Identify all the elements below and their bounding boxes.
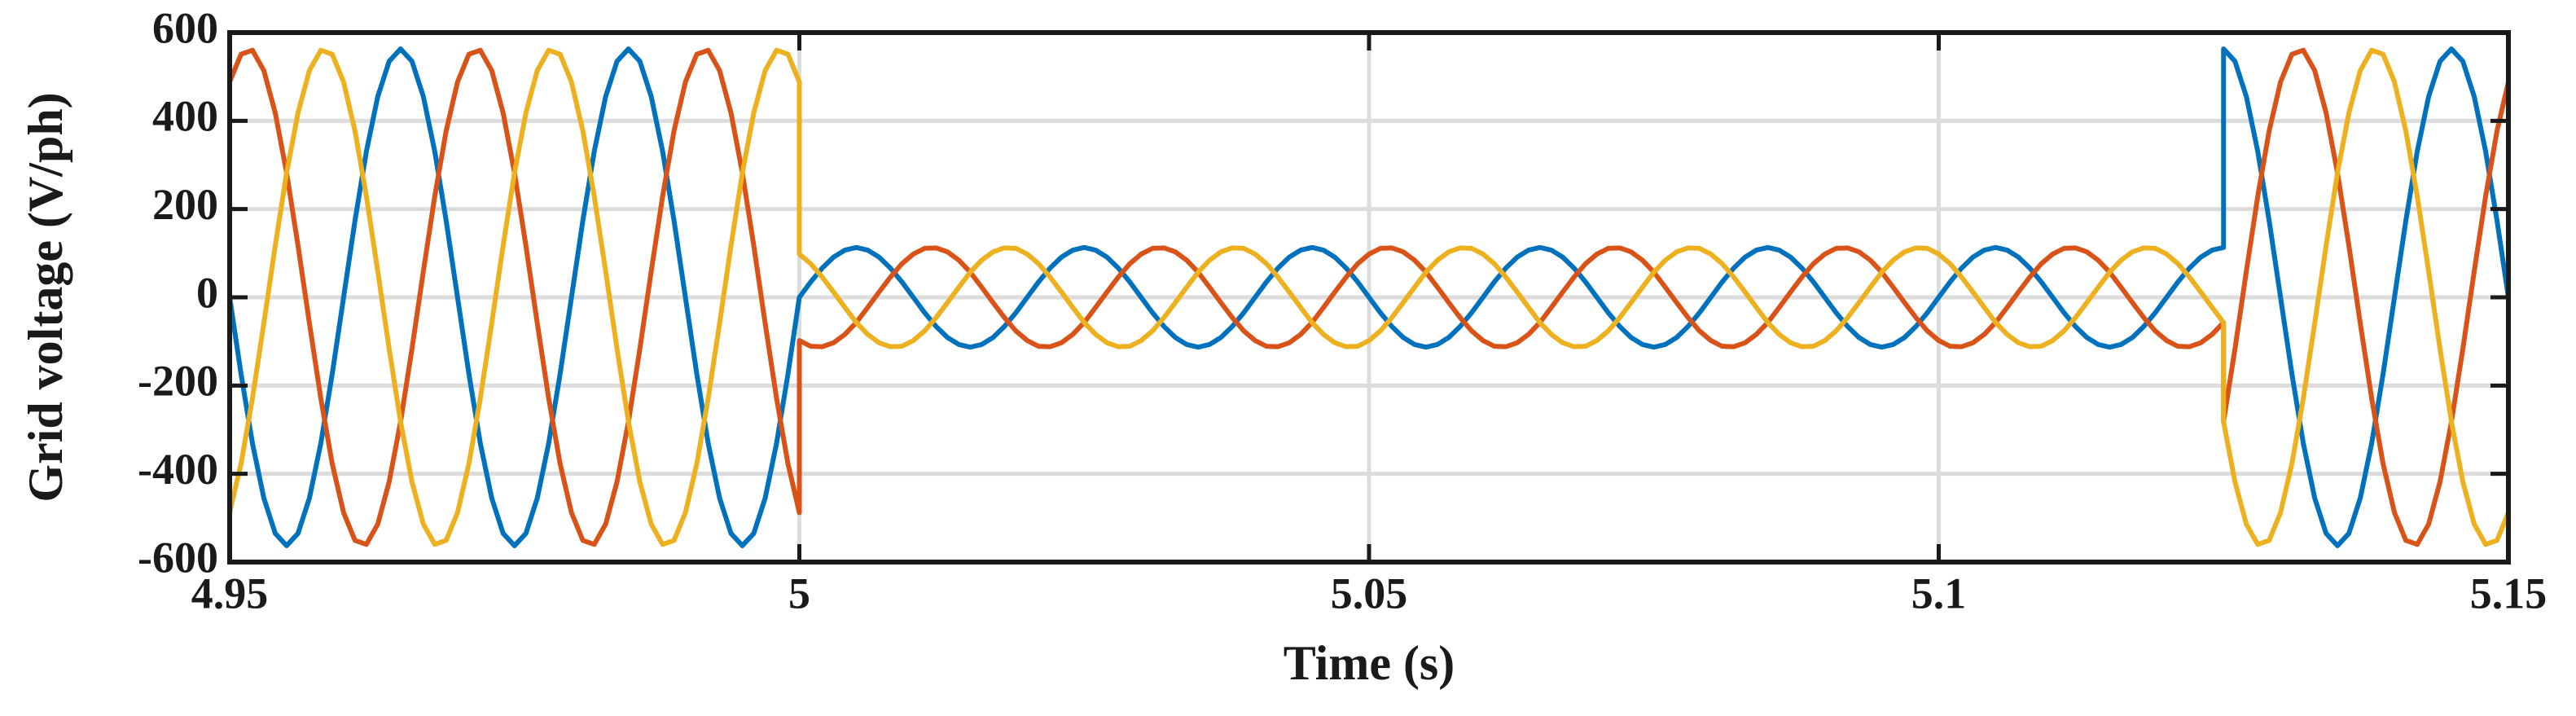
series-line <box>227 47 2511 547</box>
series-line <box>227 46 2511 548</box>
y-tick-label: -400 <box>138 445 218 494</box>
y-tick-label: 0 <box>196 268 218 317</box>
x-axis-label: Time (s) <box>1284 636 1455 690</box>
x-tick-label: 5 <box>788 569 810 617</box>
y-axis-label: Grid voltage (V/ph) <box>19 92 72 502</box>
y-tick-label: 600 <box>152 3 218 52</box>
y-tick-label: -600 <box>138 533 218 582</box>
plot-frame <box>227 30 2511 564</box>
y-tick-label: -200 <box>138 357 218 406</box>
y-tick-label: 400 <box>152 92 218 141</box>
y-tick-label: 200 <box>152 180 218 229</box>
series-line <box>227 47 2511 547</box>
x-tick-label: 5.05 <box>1331 569 1408 617</box>
x-tick-label: 5.15 <box>2470 569 2547 617</box>
x-tick-label: 4.95 <box>191 569 269 617</box>
x-tick-label: 5.1 <box>1911 569 1967 617</box>
